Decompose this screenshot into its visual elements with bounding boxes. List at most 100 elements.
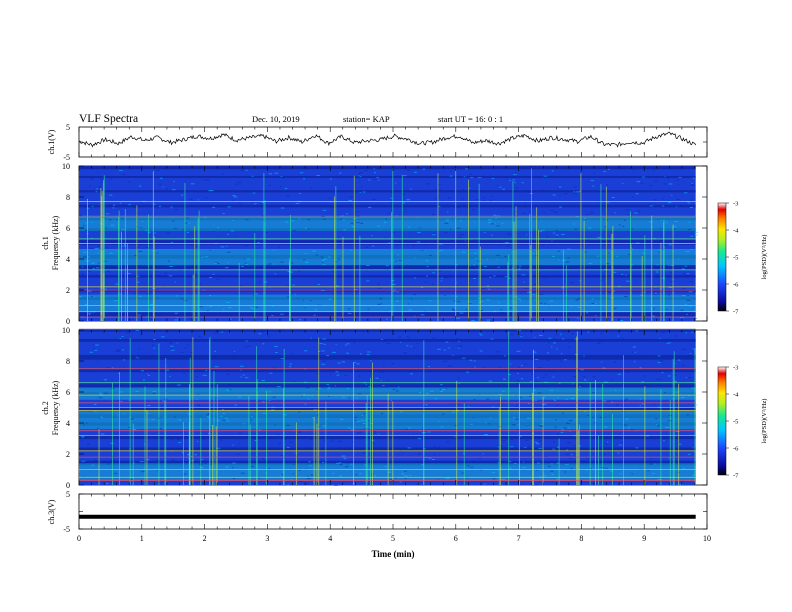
ch1-spec-speckle [94,247,99,249]
ch1-spec-speckle [192,276,195,278]
ch1-spec-speckle [162,285,166,287]
ch1-spec-speckle [395,260,398,262]
ch2-spec-speckle [243,423,246,425]
ch2-spec-speckle [409,474,411,476]
ch1-spec-sferic [198,210,200,321]
ch2-spec-speckle [562,331,567,333]
ch2-spec-speckle [251,415,253,417]
ch2-spec-speckle [366,354,370,356]
ch2-spec-speckle [574,435,576,437]
ch2-spec-speckle [460,345,463,347]
ch1-spec-speckle [531,285,534,287]
ch1-spec-speckle [551,255,556,257]
ch1-spec-speckle [552,194,556,196]
ch1-spec-sferic [289,257,291,321]
ch1-spec-speckle [653,293,657,295]
ch1-spec-speckle [622,225,625,227]
ch2-spec-sferic [248,396,250,485]
ch2-spec-speckle [356,363,360,365]
ch2-spec-sferic [295,422,297,485]
ch1-spec-speckle [202,179,205,181]
ch1-spec-speckle [190,177,192,179]
ch1-spec-sferic [263,172,265,321]
ch1-spec-speckle [91,318,93,320]
ch2-spec-speckle [388,379,390,381]
ch1-spec-speckle [491,195,493,197]
ch1-spec-speckle [335,285,340,287]
ch2-spec-speckle [512,424,516,426]
ch1-spec-sferic [630,211,631,321]
ch2-spec-sferic [500,396,501,485]
ch2-spec-speckle [498,394,503,396]
ch1-spec-speckle [593,172,596,174]
ch1-spec-speckle [444,232,448,234]
ch2-spec-sferic [498,406,500,485]
ch1-spec-speckle [390,197,393,199]
ch2-spec-speckle [113,456,116,458]
ch1-spec-sferic [184,182,186,321]
ch2-spec-speckle [262,343,265,345]
ch2-spec-speckle [341,455,346,457]
ch2-spec-speckle [301,386,304,388]
ch1-spec-speckle [227,262,229,264]
ch2-spec-speckle [542,377,545,379]
ch2-spec-speckle [105,482,109,484]
ch1-spec-speckle [385,265,389,267]
ch2-spec-speckle [298,481,303,483]
ch1-spec-speckle [170,206,173,208]
ch1-spec-speckle [450,228,452,230]
ch2-spec-speckle [162,400,165,402]
ch1-spec-speckle [511,267,513,269]
ch2-spec-speckle [510,363,512,365]
ch1-spec-speckle [497,215,500,217]
ch1-spec-speckle [679,204,682,206]
ch1-spec-speckle [613,307,617,309]
ch1-spec-speckle [632,196,634,198]
ch1-spec-speckle [216,263,220,265]
ch2-spec-speckle [437,348,441,350]
ch2-spec-speckle [187,454,190,456]
ch2-spec-speckle [146,459,150,461]
ch2-spec-speckle [527,424,529,426]
ch2-spec-speckle [135,370,138,372]
ch1-spec-speckle [668,188,671,190]
ch1-spec-speckle [516,319,519,321]
ch2-spec-speckle [83,424,85,426]
ch1-spec-speckle [590,180,595,182]
ch2-spec-speckle [510,334,515,336]
ch1-spec-speckle [462,189,465,191]
ch2-spec-speckle [520,483,523,485]
ch2-spec-speckle [515,405,519,407]
ch1-spec-speckle [384,268,389,270]
ch2-spec-speckle [451,411,456,413]
ch1-spec-speckle [359,192,362,194]
ch1-spec-speckle [421,286,424,288]
ch1-spec-speckle [496,254,500,256]
ch2-spec-speckle [542,396,546,398]
ch2-spec-speckle [247,345,251,347]
ch2-spec-speckle [497,462,499,464]
ch2-spec-speckle [304,381,307,383]
ch2-spec-sferic [392,401,394,485]
ch1-spec-speckle [542,244,545,246]
ch1-spec-speckle [525,190,528,192]
ch1-spec-speckle [673,226,677,228]
ch2-spec-speckle [204,463,206,465]
ch2-spec-speckle [639,398,641,400]
ch1-spec-speckle [674,220,678,222]
ch2-spec-speckle [556,433,559,435]
ch2-spec-speckle [404,470,407,472]
ch1-spec-speckle [557,259,560,261]
ch2-spec-dark-band [79,422,696,426]
ch1-spec-speckle [616,255,619,257]
ch1-spec-speckle [478,302,482,304]
ch1-spec-speckle [577,318,579,320]
ch2-spec-speckle [419,392,422,394]
ch2-spec-speckle [233,351,236,353]
ch2-spec-sferic [589,382,591,485]
ch1-spec-speckle [686,295,689,297]
ch1-spec-speckle [508,191,513,193]
ch2-spec-speckle [625,418,629,420]
ch2-spec-speckle [290,353,293,355]
ch1-spec-speckle [481,288,486,290]
